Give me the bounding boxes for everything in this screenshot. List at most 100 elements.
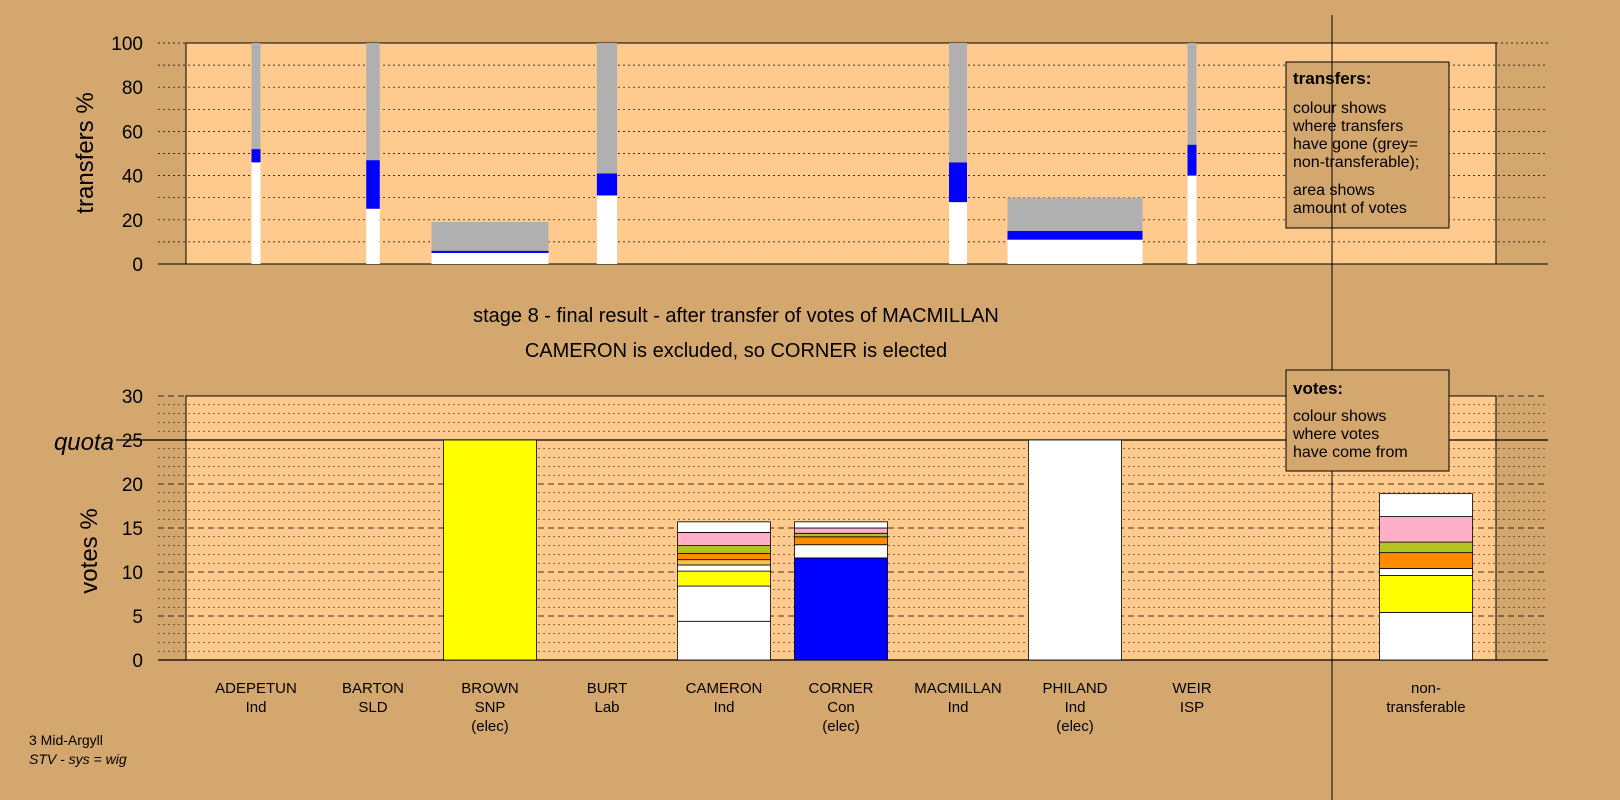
transfers-legend-line: where transfers [1292,118,1403,135]
transfers-gridlines [158,42,1548,265]
quota-label: quota [54,429,114,456]
votes-legend-line: where votes [1292,426,1379,443]
candidate-name: BURT [587,680,628,697]
candidate-party: Con [827,699,855,716]
transfers-bar-segment [949,162,967,203]
votes-chart: 0 5 10 15 20 25 30 ADEPETUN Ind BARTON SLD BROWN SN… [54,387,1548,735]
votes-bar-segment [677,585,771,622]
transfers-bar-segment [251,149,261,163]
transfers-bar-segment [596,173,618,196]
votes-bar-segment [1379,575,1473,613]
votes-bar-segment [794,527,888,534]
votes-bar-segment [1379,516,1473,543]
votes-legend: votes: colour shows where votes have com… [1285,369,1450,472]
transfers-legend-line: have gone (grey= [1293,136,1418,153]
candidate-name: BARTON [342,680,404,697]
system-label: STV - sys = wig [29,751,127,767]
transfers-bar-segment [1007,239,1143,264]
votes-bar-segment [677,553,771,561]
candidate-party: Ind [948,699,969,716]
votes-bar-segment [1379,541,1473,554]
stage-title: stage 8 - final result - after transfer … [473,305,999,327]
votes-bar-segment [794,521,888,529]
candidate-name: CORNER [808,680,873,697]
votes-legend-title: votes: [1293,379,1343,398]
candidate-status: (elec) [822,718,860,735]
candidate-status: (elec) [471,718,509,735]
transfers-legend-line: colour shows [1293,100,1386,117]
transfers-legend: transfers: colour shows where transfers … [1285,61,1450,229]
transfers-bar-segment [1007,197,1143,231]
votes-bar-segment [677,532,771,547]
votes-y-tick-label: 0 [132,651,143,672]
candidate-party: SLD [358,699,387,716]
transfers-bars [251,43,1197,264]
transfers-bar-segment [251,43,261,150]
votes-bar-segment [1379,493,1473,517]
votes-bar-segment [677,559,771,566]
candidate-name: WEIR [1172,680,1211,697]
candidate-name: MACMILLAN [914,680,1002,697]
transfers-y-axis-title: transfers % [72,92,99,213]
candidate-party: Ind [714,699,735,716]
transfers-bar-segment [366,208,380,264]
transfers-bar-segment [1187,175,1197,264]
stage-subtitle: CAMERON is excluded, so CORNER is electe… [525,340,947,362]
votes-y-ticks: 0 5 10 15 20 25 30 [122,387,143,672]
candidate-party: ISP [1180,699,1204,716]
votes-bar-segment [677,521,771,533]
votes-bars [443,439,1473,661]
transfers-chart: 0 20 40 60 80 100 transfers % transfers: colo… [72,34,1548,276]
constituency-label: 3 Mid-Argyll [29,732,103,748]
votes-y-tick-label: 5 [132,607,143,628]
transfers-bar-segment [366,160,380,209]
candidate-name: PHILAND [1042,680,1107,697]
transfers-bar-segment [596,43,618,174]
transfers-bar-segment [596,195,618,264]
candidate-name: BROWN [461,680,519,697]
transfers-legend-box [1285,61,1450,229]
transfers-bar-segment [431,222,549,251]
transfers-bar-segment [1187,43,1197,145]
votes-bar-segment [1379,552,1473,569]
votes-bar-segment [677,545,771,554]
transfers-legend-line: area shows [1293,182,1375,199]
transfers-y-tick-label: 80 [122,78,143,99]
votes-bar-segment [1379,612,1473,661]
votes-bar-segment [677,570,771,587]
transfers-y-tick-label: 0 [132,255,143,276]
transfers-legend-line: amount of votes [1293,200,1407,217]
votes-y-tick-label: 30 [122,387,143,408]
candidate-status: (elec) [1056,718,1094,735]
votes-y-tick-label: 25 [122,431,143,452]
transfers-bar-segment [431,252,549,264]
votes-bar-segment [794,532,888,538]
transfers-y-tick-label: 100 [111,34,143,55]
transfers-bar-segment [949,43,967,163]
votes-bar-segment [794,544,888,559]
votes-y-tick-label: 15 [122,519,143,540]
transfers-y-tick-label: 20 [122,211,143,232]
transfers-y-tick-label: 60 [122,122,143,143]
transfers-bar-segment [431,250,549,253]
votes-bar-segment [794,536,888,546]
candidate-name: non- [1411,680,1441,697]
transfers-legend-line: non-transferable); [1293,154,1419,171]
votes-bar-segment [677,564,771,572]
candidate-name: ADEPETUN [215,680,297,697]
candidate-party: transferable [1386,699,1465,716]
votes-y-tick-label: 20 [122,475,143,496]
transfers-y-tick-label: 40 [122,167,143,188]
candidate-party: SNP [475,699,506,716]
votes-legend-box [1285,369,1450,472]
candidate-name: CAMERON [686,680,763,697]
votes-y-tick-label: 10 [122,563,143,584]
votes-bar-segment [1379,568,1473,576]
transfers-y-ticks: 0 20 40 60 80 100 [111,34,143,276]
votes-bar-segment [443,439,537,661]
transfers-bar-segment [949,202,967,264]
transfers-bar-segment [1007,230,1143,240]
transfers-bar-segment [251,162,261,264]
candidate-party: Ind [246,699,267,716]
